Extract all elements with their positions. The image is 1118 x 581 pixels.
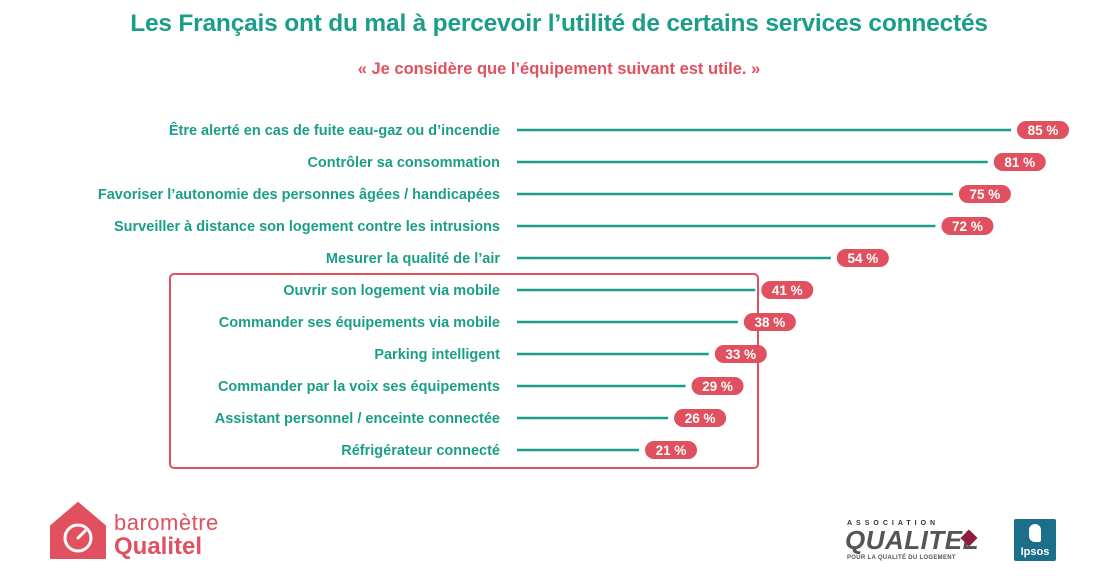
ipsos-logo: Ipsos <box>1014 519 1056 561</box>
value-label-bg <box>941 217 994 235</box>
category-label: Être alerté en cas de fuite eau-gaz ou d… <box>169 121 500 139</box>
value-label-bg <box>836 249 889 267</box>
value-label-bg <box>993 153 1046 171</box>
association-qualitel-logo: ASSOCIATION QUALITEL POUR LA QUALITÉ DU … <box>845 520 990 565</box>
value-label: 41 % <box>772 283 803 298</box>
value-label: 81 % <box>1004 155 1035 170</box>
value-label-bg <box>958 185 1011 203</box>
barometre-qualitel-logo: baromètre Qualitel <box>48 500 248 564</box>
value-label: 72 % <box>952 219 983 234</box>
value-label: 26 % <box>685 411 716 426</box>
value-label-bg <box>1017 121 1069 139</box>
value-label: 54 % <box>847 251 878 266</box>
value-label-bg <box>743 313 796 331</box>
ipsos-mark-icon <box>1029 524 1041 542</box>
value-label-bg <box>674 409 727 427</box>
value-label-bg <box>691 377 744 395</box>
brand-line1: baromètre <box>114 510 219 535</box>
value-label: 75 % <box>969 187 1000 202</box>
value-label: 38 % <box>754 315 785 330</box>
category-label: Ouvrir son logement via mobile <box>283 283 500 299</box>
chart-subtitle: « Je considère que l’équipement suivant … <box>357 60 761 78</box>
category-label: Mesurer la qualité de l’air <box>326 251 500 267</box>
association-name: QUALITEL <box>845 525 979 555</box>
category-label: Commander par la voix ses équipements <box>218 379 500 395</box>
category-label: Surveiller à distance son logement contr… <box>114 219 500 235</box>
value-label-bg <box>714 345 767 363</box>
value-label-bg <box>761 281 814 299</box>
category-label: Contrôler sa consommation <box>307 155 500 171</box>
category-label: Favoriser l’autonomie des personnes âgée… <box>98 187 500 203</box>
value-label: 29 % <box>702 379 733 394</box>
category-label: Assistant personnel / enceinte connectée <box>215 411 500 427</box>
chart-title: Les Français ont du mal à percevoir l’ut… <box>130 10 988 37</box>
association-tagline: POUR LA QUALITÉ DU LOGEMENT <box>847 555 956 561</box>
ipsos-label: Ipsos <box>1020 546 1050 558</box>
highlight-box <box>169 273 759 469</box>
brand-line2: Qualitel <box>114 533 203 560</box>
value-label: 33 % <box>725 347 756 362</box>
category-label: Parking intelligent <box>374 347 500 363</box>
value-label: 21 % <box>656 443 687 458</box>
category-label: Commander ses équipements via mobile <box>219 315 500 331</box>
value-label: 85 % <box>1028 123 1059 138</box>
house-gauge-icon <box>50 502 106 559</box>
association-label: ASSOCIATION <box>847 520 940 527</box>
value-label-bg <box>645 441 698 459</box>
bar-chart: Être alerté en cas de fuite eau-gaz ou d… <box>98 121 1069 469</box>
category-label: Réfrigérateur connecté <box>341 443 500 459</box>
